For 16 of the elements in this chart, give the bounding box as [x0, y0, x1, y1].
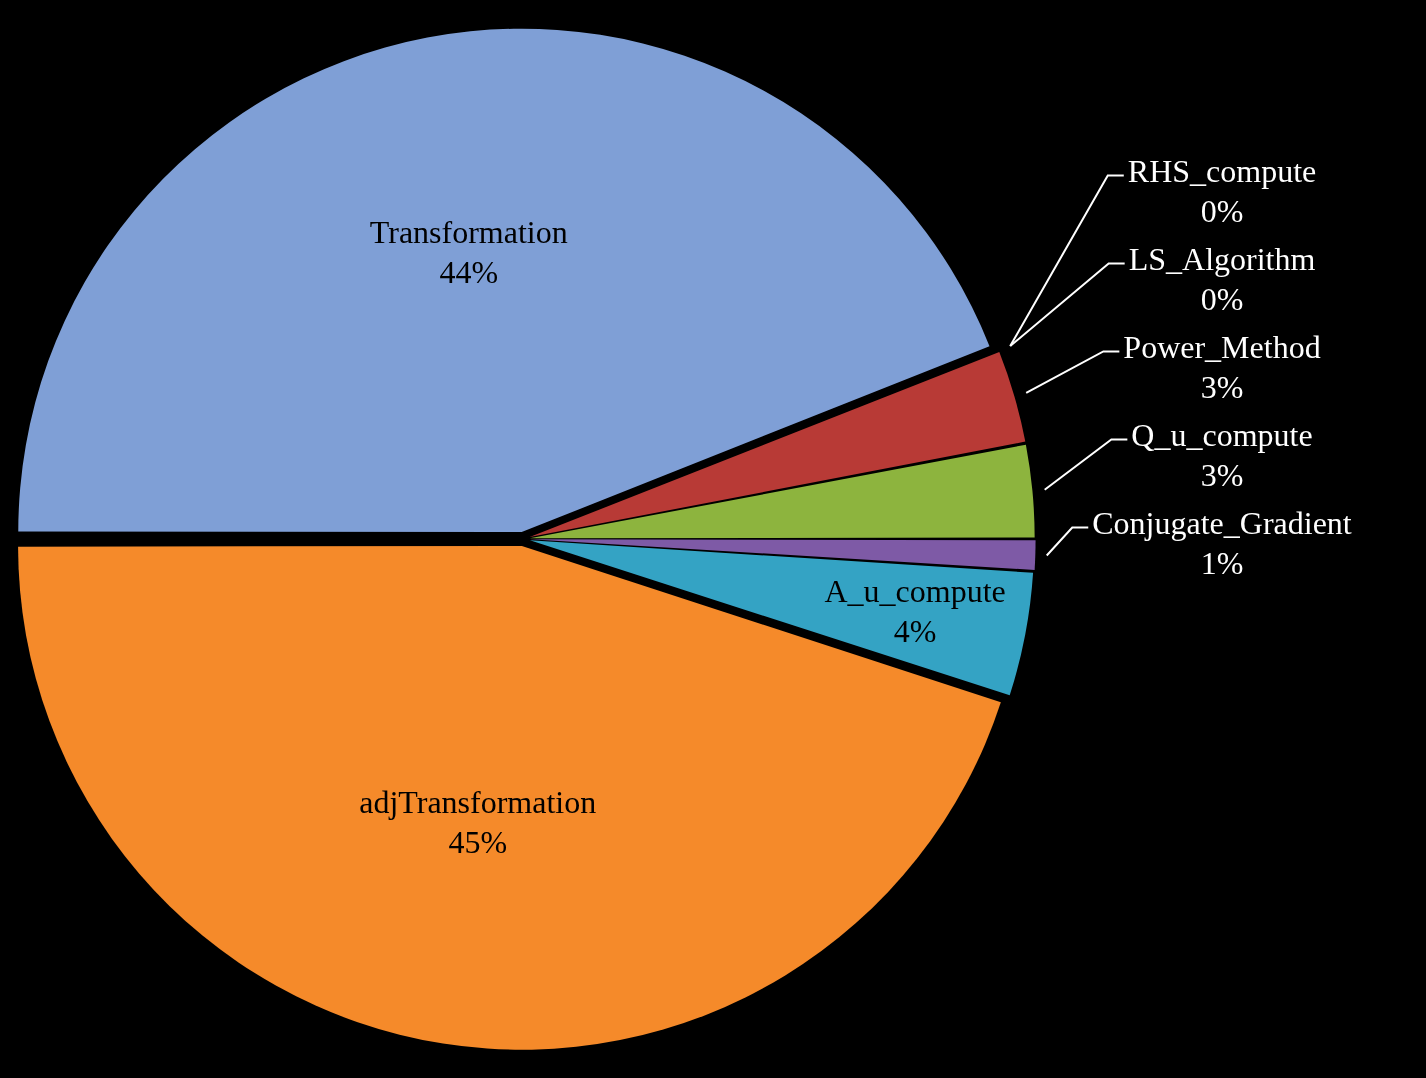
- data-label: 1%: [1200, 544, 1244, 581]
- slice-label: adjTransformation: [359, 784, 597, 821]
- slice-label: Q_u_compute: [1131, 416, 1313, 453]
- data-label: 4%: [893, 613, 937, 650]
- data-label: 3%: [1200, 456, 1244, 493]
- category-label: RHS_compute: [1127, 152, 1317, 189]
- slice-label: A_u_compute: [824, 573, 1006, 610]
- slice-label: Conjugate_Gradient: [1092, 504, 1352, 541]
- slice-label: Power_Method: [1123, 328, 1321, 365]
- text: 0%: [1200, 192, 1244, 229]
- slice-label: Transformation: [369, 214, 568, 251]
- text: 0%: [1200, 280, 1244, 317]
- data-label: 45%: [448, 824, 508, 861]
- category-label: LS_Algorithm: [1128, 240, 1316, 277]
- data-label: 44%: [439, 254, 499, 291]
- data-label: 3%: [1200, 368, 1244, 405]
